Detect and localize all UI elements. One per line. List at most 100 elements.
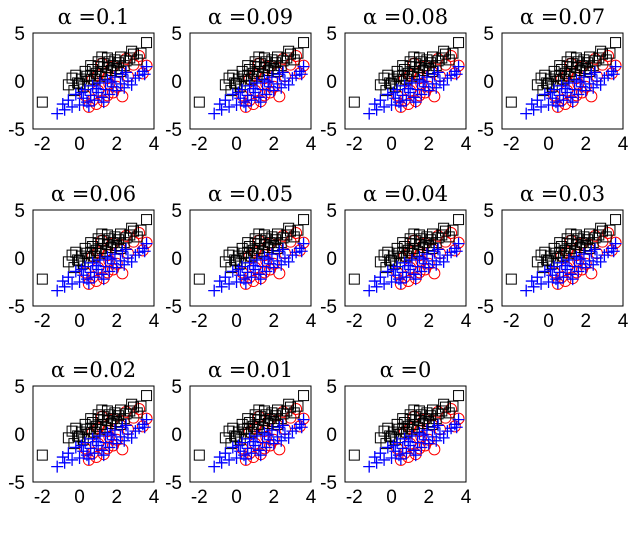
- data-point-square: [410, 235, 422, 247]
- data-point-plus: [295, 68, 308, 81]
- data-point-square: [436, 229, 448, 241]
- data-point-circle: [402, 98, 415, 111]
- data-point-plus: [415, 265, 428, 278]
- data-point-square: [570, 52, 582, 64]
- x-tick-label: 0: [74, 311, 85, 332]
- data-point-square: [531, 256, 543, 268]
- data-point-square: [135, 47, 147, 59]
- data-point-plus: [544, 263, 557, 276]
- data-point-circle: [247, 451, 260, 464]
- y-tick-label: -5: [165, 120, 182, 141]
- y-tick-label: -5: [8, 473, 25, 494]
- points-layer: [348, 390, 465, 473]
- x-tick-label: 2: [111, 311, 122, 332]
- x-tick-label: 2: [268, 311, 279, 332]
- data-point-square: [277, 408, 289, 420]
- x-tick-label: 4: [461, 134, 472, 155]
- x-tick-label: -2: [34, 311, 51, 332]
- x-tick-label: 4: [618, 134, 629, 155]
- data-point-square: [554, 60, 566, 72]
- data-point-plus: [370, 103, 383, 116]
- data-point-plus: [538, 88, 551, 101]
- data-point-plus: [394, 99, 407, 112]
- plot-frame: [344, 32, 467, 130]
- data-point-circle: [428, 443, 441, 456]
- data-point-square: [436, 52, 448, 64]
- data-point-square: [107, 237, 119, 249]
- data-point-square: [380, 85, 392, 97]
- data-point-plus: [557, 271, 570, 284]
- data-point-plus: [247, 259, 260, 272]
- data-point-plus: [566, 96, 579, 109]
- data-point-square: [223, 72, 235, 84]
- data-point-square: [447, 224, 459, 236]
- data-point-plus: [226, 88, 239, 101]
- data-point-square: [546, 81, 558, 93]
- data-point-square: [565, 228, 577, 240]
- data-point-square: [109, 231, 121, 243]
- data-point-plus: [120, 419, 133, 432]
- data-point-plus: [525, 275, 538, 288]
- plot-frame: [189, 32, 312, 130]
- data-point-square: [578, 231, 590, 243]
- data-point-square: [397, 413, 409, 425]
- data-point-square: [567, 235, 579, 247]
- data-point-square: [389, 81, 401, 93]
- data-point-plus: [254, 449, 267, 462]
- scatter-panel: α =0.09 -2 0 2 4 5 0 -5: [165, 5, 317, 155]
- data-point-circle: [402, 275, 415, 288]
- data-point-plus: [267, 261, 280, 274]
- x-tick-label: 4: [149, 134, 160, 155]
- data-point-plus: [450, 421, 463, 434]
- data-point-plus: [97, 273, 110, 286]
- data-point-plus: [226, 441, 239, 454]
- panel-title: α =0.01: [208, 358, 293, 382]
- data-point-plus: [387, 263, 400, 276]
- data-point-plus: [564, 91, 577, 104]
- data-point-square: [242, 60, 254, 72]
- data-point-plus: [58, 456, 71, 469]
- data-point-plus: [538, 265, 551, 278]
- data-point-plus: [452, 237, 465, 250]
- y-tick-label: 0: [171, 425, 182, 446]
- x-tick-label: 4: [149, 311, 160, 332]
- data-point-plus: [69, 88, 82, 101]
- x-tick-label: 2: [423, 134, 434, 155]
- y-tick-label: -5: [320, 473, 337, 494]
- data-point-plus: [297, 60, 310, 73]
- y-tick-label: 0: [171, 72, 182, 93]
- data-point-plus: [415, 441, 428, 454]
- data-point-square: [397, 60, 409, 72]
- data-point-square: [408, 228, 420, 240]
- data-point-plus: [277, 66, 290, 79]
- data-point-square: [531, 79, 543, 91]
- data-point-plus: [110, 261, 123, 274]
- data-point-plus: [105, 252, 118, 265]
- points-layer: [505, 214, 622, 297]
- data-point-square: [255, 411, 267, 423]
- data-point-square: [595, 45, 607, 57]
- x-tick-label: 2: [423, 487, 434, 508]
- data-point-square: [36, 96, 48, 108]
- data-point-plus: [409, 96, 422, 109]
- x-tick-label: 0: [231, 134, 242, 155]
- x-tick-label: 0: [74, 134, 85, 155]
- data-point-square: [227, 422, 239, 434]
- data-point-square: [255, 235, 267, 247]
- data-point-square: [583, 51, 595, 63]
- data-point-plus: [417, 75, 430, 88]
- data-point-square: [288, 231, 300, 243]
- data-point-plus: [385, 99, 398, 111]
- data-point-square: [77, 81, 89, 93]
- data-point-square: [593, 229, 605, 241]
- data-point-square: [85, 60, 97, 72]
- data-point-square: [81, 423, 93, 435]
- data-point-square: [546, 258, 558, 270]
- data-point-plus: [587, 258, 600, 271]
- data-point-square: [70, 69, 82, 81]
- y-tick-label: 0: [483, 72, 494, 93]
- data-point-plus: [430, 81, 443, 94]
- data-point-square: [402, 244, 414, 256]
- data-point-square: [219, 79, 231, 91]
- data-point-circle: [428, 90, 441, 103]
